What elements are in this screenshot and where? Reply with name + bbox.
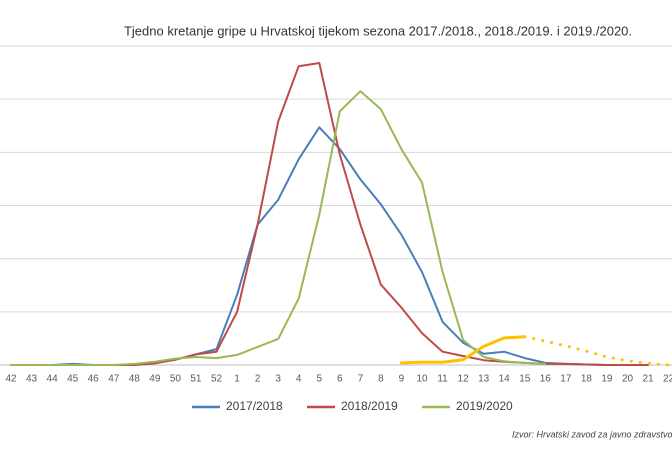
x-tick-label: 14 bbox=[499, 374, 511, 385]
x-tick-label: 18 bbox=[581, 374, 593, 385]
x-tick-label: 46 bbox=[88, 374, 100, 385]
x-tick-label: 5 bbox=[316, 374, 322, 385]
x-tick-label: 48 bbox=[129, 374, 141, 385]
legend-label: 2019/2020 bbox=[456, 399, 513, 413]
legend-label: 2017/2018 bbox=[226, 399, 283, 413]
x-tick-label: 42 bbox=[5, 374, 17, 385]
x-tick-label: 8 bbox=[378, 374, 384, 385]
x-tick-label: 11 bbox=[437, 374, 448, 385]
series-line bbox=[523, 335, 671, 367]
x-tick-label: 7 bbox=[358, 374, 364, 385]
series-line bbox=[10, 62, 650, 366]
legend-label: 2018/2019 bbox=[341, 399, 398, 413]
x-tick-label: 20 bbox=[622, 374, 634, 385]
chart-title: Tjedno kretanje gripe u Hrvatskoj tijeko… bbox=[124, 23, 632, 38]
x-tick-label: 45 bbox=[67, 374, 79, 385]
x-tick-label: 22 bbox=[663, 374, 672, 385]
x-tick-label: 4 bbox=[296, 374, 302, 385]
series-line bbox=[10, 90, 547, 366]
x-tick-label: 44 bbox=[47, 374, 59, 385]
x-tick-label: 17 bbox=[560, 374, 572, 385]
x-tick-label: 10 bbox=[416, 374, 428, 385]
x-tick-label: 52 bbox=[211, 374, 223, 385]
series-line bbox=[399, 335, 527, 365]
x-tick-label: 19 bbox=[601, 374, 613, 385]
x-tick-label: 6 bbox=[337, 374, 343, 385]
x-tick-label: 50 bbox=[170, 374, 182, 385]
x-tick-label: 21 bbox=[642, 374, 654, 385]
x-tick-label: 15 bbox=[519, 374, 531, 385]
x-tick-label: 1 bbox=[234, 374, 240, 385]
x-tick-label: 43 bbox=[26, 374, 38, 385]
x-tick-label: 2 bbox=[255, 374, 261, 385]
x-tick-label: 12 bbox=[458, 374, 470, 385]
source: Izvor: Hrvatski zavod za javno zdravstvo bbox=[512, 429, 672, 439]
x-tick-label: 47 bbox=[108, 374, 120, 385]
x-tick-label: 9 bbox=[399, 374, 405, 385]
x-tick-label: 49 bbox=[149, 374, 161, 385]
x-tick-label: 13 bbox=[478, 374, 490, 385]
x-tick-label: 16 bbox=[540, 374, 552, 385]
x-tick-label: 3 bbox=[275, 374, 281, 385]
x-tick-label: 51 bbox=[190, 374, 202, 385]
